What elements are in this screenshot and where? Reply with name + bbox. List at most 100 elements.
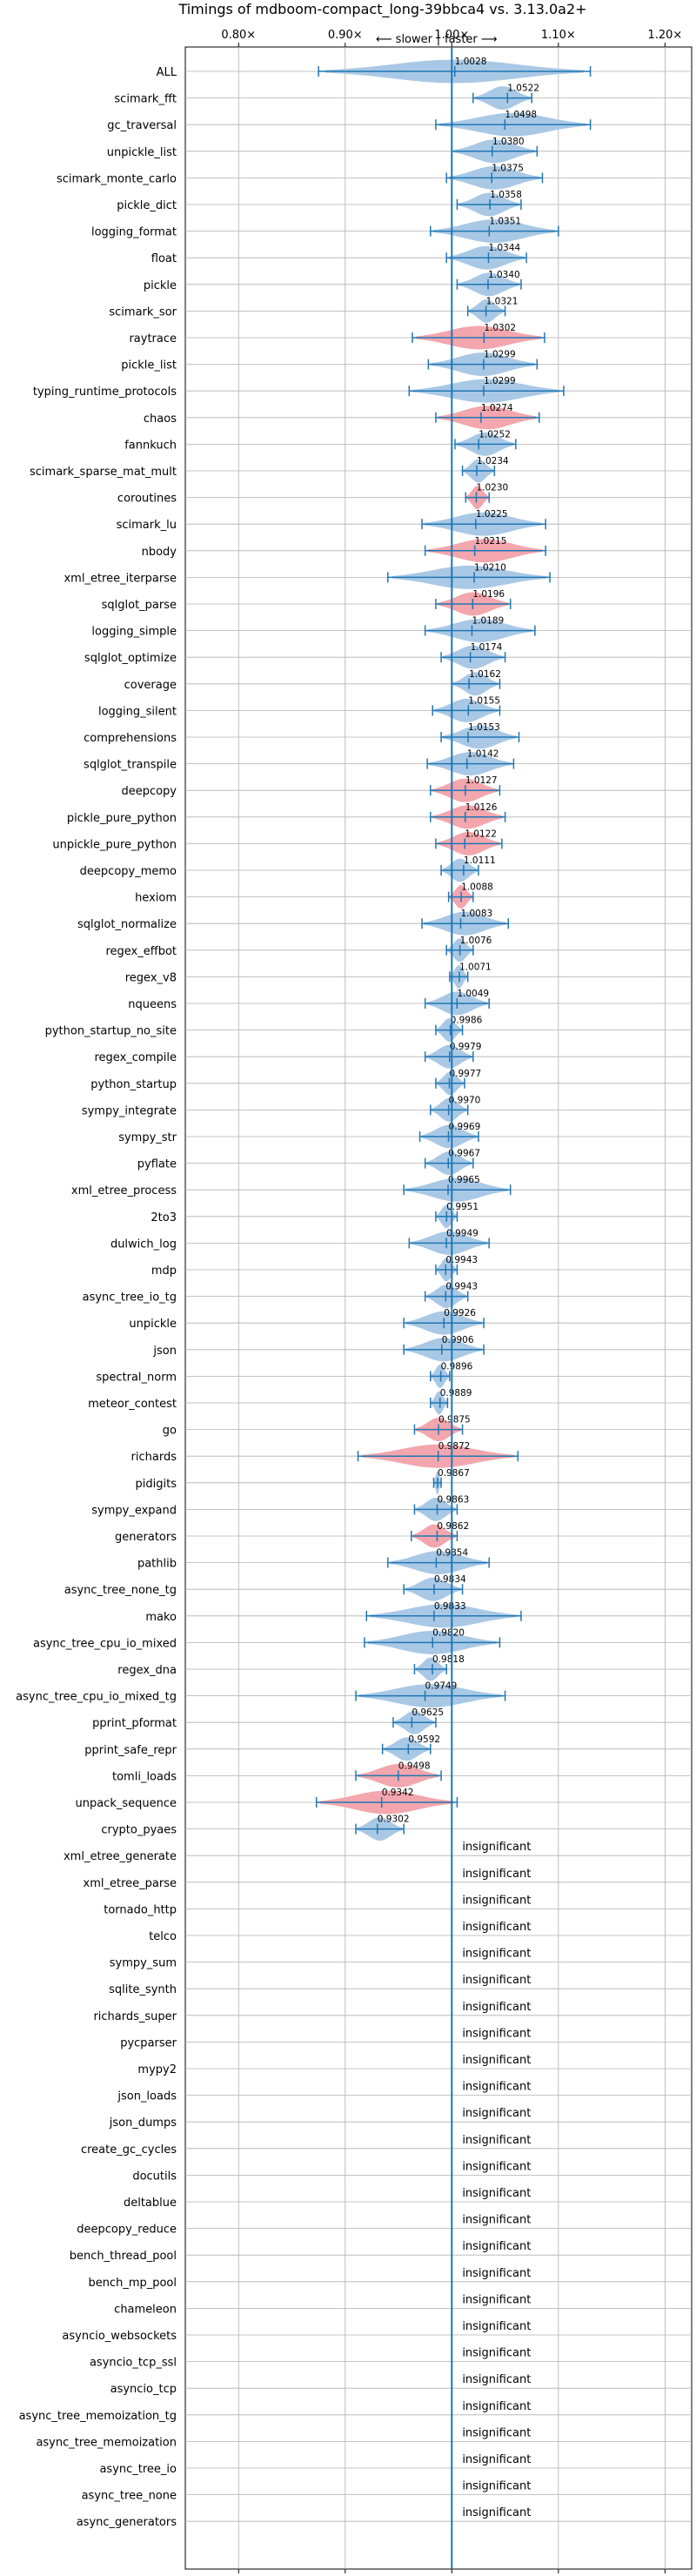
insignificant-label: insignificant: [462, 1974, 531, 1987]
value-label-generators: 0.9862: [437, 1521, 469, 1532]
y-label-xml_etree_parse: xml_etree_parse: [84, 1877, 177, 1890]
value-label-pprint_pformat: 0.9625: [412, 1707, 444, 1718]
y-label-unpickle: unpickle: [129, 1318, 177, 1331]
y-label-pyflate: pyflate: [137, 1158, 177, 1171]
x-ticks: 0.80×0.80×0.90×0.90×1.00×1.00×1.10×1.10×…: [221, 29, 682, 2573]
value-label-fannkuch: 1.0252: [478, 429, 511, 439]
y-label-async_tree_memoization: async_tree_memoization: [36, 2436, 177, 2449]
value-label-coroutines: 1.0230: [476, 483, 508, 493]
value-label-unpickle: 0.9926: [444, 1308, 476, 1318]
y-label-pickle: pickle: [144, 279, 177, 292]
value-label-sqlglot_normalize: 1.0083: [460, 909, 492, 919]
insignificant-label: insignificant: [462, 2426, 531, 2439]
y-label-richards: richards: [131, 1451, 177, 1464]
y-label-bench_thread_pool: bench_thread_pool: [70, 2250, 177, 2263]
value-label-scimark_monte_carlo: 1.0375: [492, 163, 524, 173]
y-label-json_loads: json_loads: [117, 2090, 177, 2103]
value-label-logging_silent: 1.0155: [468, 695, 500, 706]
value-label-regex_dna: 0.9818: [432, 1654, 465, 1665]
value-label-scimark_fft: 1.0522: [507, 84, 539, 94]
insignificant-label: insignificant: [462, 2134, 531, 2147]
y-label-sqlglot_parse: sqlglot_parse: [102, 599, 177, 612]
y-label-sqlglot_optimize: sqlglot_optimize: [84, 652, 177, 665]
y-label-sqlglot_normalize: sqlglot_normalize: [77, 918, 177, 931]
value-label-async_tree_cpu_io_mixed: 0.9820: [432, 1627, 465, 1638]
y-label-pathlib: pathlib: [137, 1558, 177, 1571]
insignificant-label: insignificant: [462, 2187, 531, 2200]
y-label-deepcopy_reduce: deepcopy_reduce: [77, 2224, 177, 2237]
y-label-scimark_fft: scimark_fft: [114, 93, 177, 106]
y-label-mypy2: mypy2: [137, 2063, 177, 2076]
x-tick-label-top: 0.80×: [221, 29, 256, 42]
y-label-richards_super: richards_super: [93, 2010, 177, 2023]
x-tick-label-top: 1.10×: [541, 29, 576, 42]
value-label-2to3: 0.9951: [446, 1202, 478, 1212]
value-label-mako: 0.9833: [434, 1601, 466, 1612]
y-label-pprint_safe_repr: pprint_safe_repr: [84, 1744, 177, 1757]
insignificant-label: insignificant: [462, 1921, 531, 1934]
insignificant-label: insignificant: [462, 1841, 531, 1854]
y-label-regex_effbot: regex_effbot: [105, 945, 177, 958]
value-label-scimark_sparse_mat_mult: 1.0234: [477, 456, 509, 466]
plot-frame: [184, 46, 693, 2570]
insignificant-label: insignificant: [462, 2320, 531, 2333]
y-label-sympy_integrate: sympy_integrate: [82, 1104, 177, 1117]
value-label-richards: 0.9872: [438, 1441, 471, 1452]
grid: [185, 47, 692, 2569]
value-label-gc_traversal: 1.0498: [505, 110, 537, 120]
insignificant-label: insignificant: [462, 2400, 531, 2413]
y-label-logging_silent: logging_silent: [98, 705, 177, 718]
value-label-logging_simple: 1.0189: [472, 616, 504, 627]
value-label-ALL: 1.0028: [455, 57, 487, 67]
value-label-sympy_expand: 0.9863: [438, 1494, 470, 1505]
direction-divider: |: [437, 33, 440, 46]
value-label-pickle: 1.0340: [488, 270, 520, 280]
value-label-meteor_contest: 0.9889: [440, 1388, 472, 1399]
y-label-pickle_pure_python: pickle_pure_python: [67, 812, 177, 825]
y-label-xml_etree_iterparse: xml_etree_iterparse: [64, 572, 177, 585]
y-label-deepcopy: deepcopy: [121, 785, 177, 798]
y-label-raytrace: raytrace: [129, 332, 177, 345]
value-label-sqlglot_optimize: 1.0174: [471, 642, 503, 653]
value-label-pidigits: 0.9867: [438, 1468, 470, 1479]
value-label-sqlglot_transpile: 1.0142: [467, 749, 499, 760]
y-label-scimark_monte_carlo: scimark_monte_carlo: [57, 172, 177, 185]
y-label-bench_mp_pool: bench_mp_pool: [88, 2277, 177, 2290]
value-label-coverage: 1.0162: [469, 669, 501, 680]
value-label-tomli_loads: 0.9498: [398, 1761, 431, 1771]
y-label-nbody: nbody: [142, 546, 177, 559]
insignificant-label: insignificant: [462, 2054, 531, 2067]
value-label-deepcopy: 1.0127: [465, 775, 498, 786]
value-label-deepcopy_memo: 1.0111: [464, 855, 496, 866]
value-label-comprehensions: 1.0153: [468, 722, 500, 733]
value-label-sympy_str: 0.9969: [449, 1122, 481, 1132]
value-label-typing_runtime_protocols: 1.0299: [484, 376, 516, 386]
value-label-xml_etree_process: 0.9965: [448, 1175, 480, 1185]
y-label-async_generators: async_generators: [77, 2516, 177, 2529]
insignificant-label: insignificant: [462, 2001, 531, 2014]
y-labels: ALL scimark_fft gc_traversal unpickle_lists…: [16, 66, 177, 2529]
insignificant-label: insignificant: [462, 2453, 531, 2466]
insignificant-label: insignificant: [462, 2027, 531, 2040]
faster-label: faster ⟶: [445, 33, 498, 46]
y-label-json: json: [152, 1345, 177, 1358]
value-label-regex_v8: 1.0071: [459, 962, 492, 972]
y-label-regex_v8: regex_v8: [125, 971, 177, 984]
value-label-async_tree_none_tg: 0.9834: [434, 1574, 466, 1585]
y-label-regex_compile: regex_compile: [94, 1051, 177, 1064]
y-label-regex_dna: regex_dna: [117, 1664, 177, 1677]
y-label-asyncio_tcp_ssl: asyncio_tcp_ssl: [90, 2357, 177, 2370]
y-label-tomli_loads: tomli_loads: [112, 1770, 177, 1783]
y-label-python_startup: python_startup: [90, 1078, 177, 1091]
y-label-asyncio_websockets: asyncio_websockets: [62, 2330, 177, 2343]
y-label-chaos: chaos: [144, 413, 177, 426]
insignificant-label: insignificant: [462, 2240, 531, 2253]
chart-marks: 1.0028 1.0522 1.0498 1.0380 1.0375 1.0358 1.03…: [315, 47, 592, 2569]
y-label-docutils: docutils: [132, 2170, 177, 2183]
y-label-tornado_http: tornado_http: [104, 1903, 177, 1916]
value-label-pprint_safe_repr: 0.9592: [408, 1734, 440, 1745]
insignificant-label: insignificant: [462, 2506, 531, 2519]
value-label-async_tree_io_tg: 0.9943: [445, 1282, 478, 1292]
y-label-unpickle_pure_python: unpickle_pure_python: [52, 838, 177, 851]
direction-label: ⟵ slower | faster ⟶: [376, 33, 498, 46]
